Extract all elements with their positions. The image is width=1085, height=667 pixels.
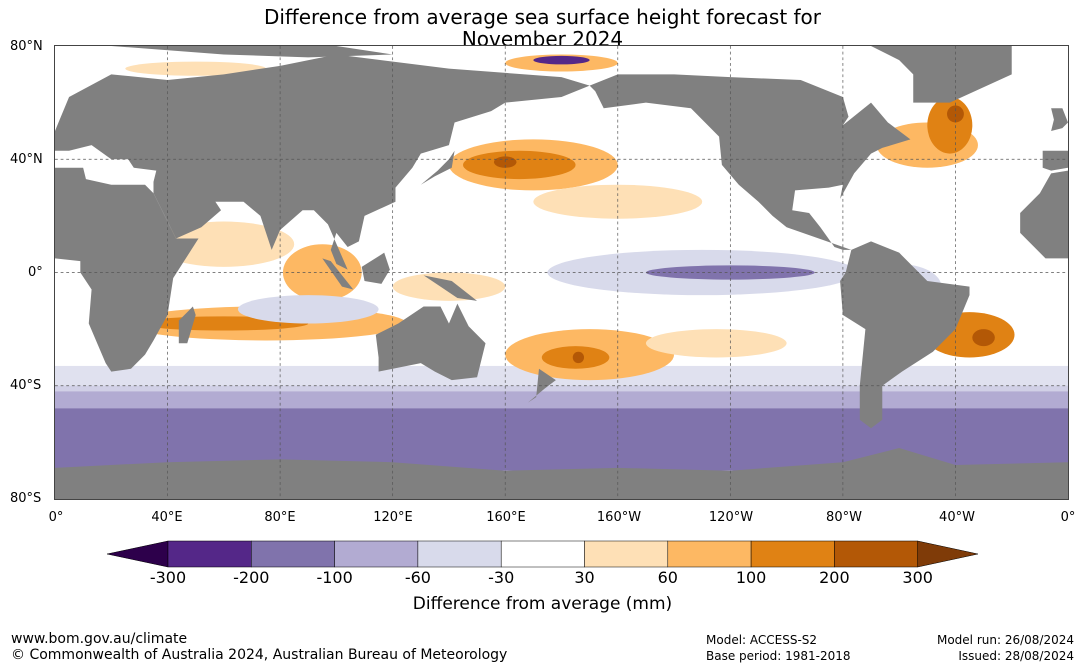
- colorbar-segment: [667, 540, 752, 568]
- lat-label: 80°S: [10, 491, 42, 506]
- colorbar-segment: [334, 540, 419, 568]
- lat-label: 40°N: [10, 152, 43, 167]
- colorbar-segment: [584, 540, 669, 568]
- lat-label: 80°N: [10, 39, 43, 54]
- colorbar-segment: [750, 540, 835, 568]
- colorbar-tick-label: -200: [233, 568, 270, 587]
- colorbar-tick-label: 30: [574, 568, 595, 587]
- colorbar-segment: [417, 540, 502, 568]
- colorbar-tick-label: -30: [488, 568, 515, 587]
- lon-label: 120°E: [373, 510, 413, 525]
- model-name: Model: ACCESS-S2: [706, 633, 818, 647]
- colorbar-segment: [834, 540, 918, 568]
- colorbar-segment: [500, 540, 585, 568]
- sea-surface-height-map: [54, 45, 1069, 500]
- issued-date: Issued: 28/08/2024: [958, 649, 1074, 663]
- colorbar-tick-label: -300: [149, 568, 187, 587]
- lon-label: 40°W: [939, 510, 975, 525]
- colorbar-extend-high: [917, 540, 979, 568]
- lon-label: 0°: [1060, 510, 1076, 525]
- colorbar-segment: [251, 540, 335, 568]
- map-title: Difference from average sea surface heig…: [263, 5, 822, 29]
- lon-label: 80°W: [826, 510, 862, 525]
- copyright: © Commonwealth of Australia 2024, Austra…: [11, 647, 508, 663]
- lon-label: 0°: [48, 510, 64, 525]
- colorbar-tick-label: 300: [902, 568, 933, 587]
- colorbar-tick-label: 100: [735, 568, 767, 587]
- lon-label: 80°E: [264, 510, 296, 525]
- land: [55, 46, 1068, 499]
- lat-label: 40°S: [10, 378, 42, 393]
- colorbar-extend-low: [107, 540, 169, 568]
- colorbar-tick-label: -60: [404, 568, 431, 587]
- lon-label: 160°W: [596, 510, 642, 525]
- model-run-date: Model run: 26/08/2024: [936, 633, 1074, 647]
- lon-label: 120°W: [708, 510, 754, 525]
- colorbar-title: Difference from average (mm): [412, 594, 673, 614]
- colorbar-tick-label: 200: [819, 568, 850, 587]
- map-subtitle: November 2024: [461, 27, 624, 51]
- lon-label: 40°E: [151, 510, 183, 525]
- base-period: Base period: 1981-2018: [706, 649, 851, 663]
- colorbar-tick-label: 60: [657, 568, 678, 587]
- graticule: [55, 46, 1068, 499]
- source-url: www.bom.gov.au/climate: [11, 631, 188, 647]
- colorbar: [107, 540, 979, 568]
- lon-label: 160°E: [486, 510, 526, 525]
- lat-label: 0°: [28, 265, 43, 280]
- colorbar-segment: [167, 540, 252, 568]
- colorbar-tick-label: -100: [316, 568, 353, 587]
